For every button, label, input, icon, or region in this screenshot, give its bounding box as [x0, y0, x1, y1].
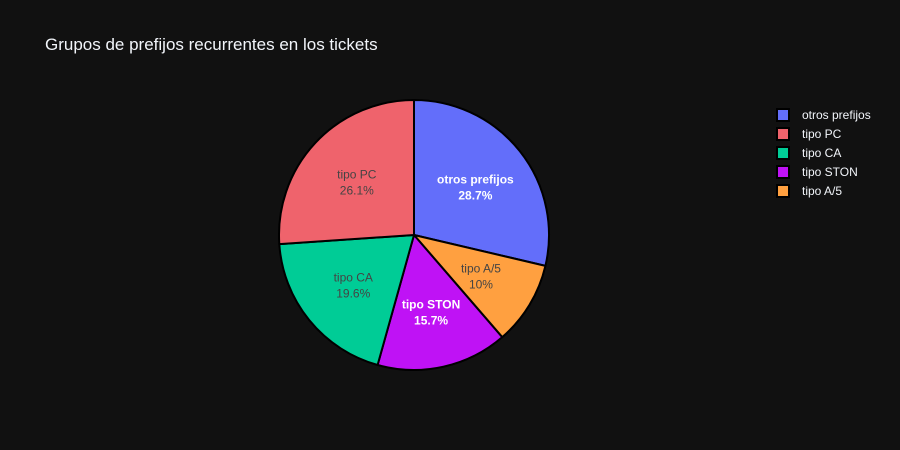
slice-value-otros-prefijos: 28.7% [458, 188, 492, 202]
legend-swatch-otros-prefijos [777, 109, 789, 121]
legend-item-tipo-ston[interactable]: tipo STON [777, 165, 858, 179]
slice-value-tipo-ca: 19.6% [336, 286, 370, 300]
slice-value-tipo-ston: 15.7% [414, 313, 448, 327]
slice-value-tipo-a-5: 10% [469, 278, 493, 292]
legend-label-tipo-ca: tipo CA [802, 146, 841, 160]
legend-label-otros-prefijos: otros prefijos [802, 108, 871, 122]
legend-swatch-tipo-ston [777, 166, 789, 178]
legend-label-tipo-pc: tipo PC [802, 127, 842, 141]
slice-label-tipo-a-5: tipo A/5 [461, 262, 501, 276]
slice-label-tipo-ston: tipo STON [402, 297, 460, 311]
slice-label-tipo-ca: tipo CA [334, 270, 373, 284]
legend-swatch-tipo-ca [777, 147, 789, 159]
slice-label-otros-prefijos: otros prefijos [437, 172, 514, 186]
legend-item-tipo-pc[interactable]: tipo PC [777, 127, 842, 141]
pie-slices [279, 100, 549, 370]
legend-item-tipo-a-5[interactable]: tipo A/5 [777, 184, 842, 198]
legend-item-otros-prefijos[interactable]: otros prefijos [777, 108, 871, 122]
legend-swatch-tipo-a-5 [777, 185, 789, 197]
legend-label-tipo-ston: tipo STON [802, 165, 858, 179]
chart-title: Grupos de prefijos recurrentes en los ti… [45, 35, 378, 54]
legend: otros prefijos tipo PC tipo CA tipo STON tip… [777, 108, 871, 198]
legend-label-tipo-a-5: tipo A/5 [802, 184, 842, 198]
slice-label-tipo-pc: tipo PC [337, 168, 377, 182]
legend-item-tipo-ca[interactable]: tipo CA [777, 146, 841, 160]
slice-value-tipo-pc: 26.1% [340, 184, 374, 198]
legend-swatch-tipo-pc [777, 128, 789, 140]
